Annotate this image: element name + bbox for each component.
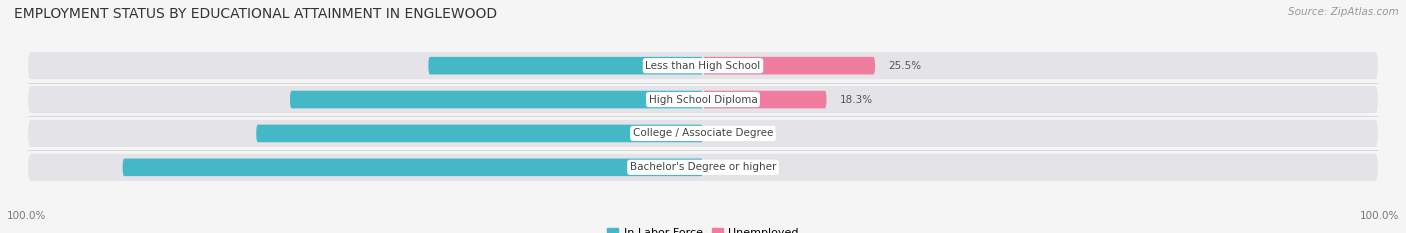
FancyBboxPatch shape — [28, 86, 1378, 113]
FancyBboxPatch shape — [290, 91, 703, 108]
FancyBboxPatch shape — [122, 158, 703, 176]
Text: College / Associate Degree: College / Associate Degree — [633, 128, 773, 138]
Text: EMPLOYMENT STATUS BY EDUCATIONAL ATTAINMENT IN ENGLEWOOD: EMPLOYMENT STATUS BY EDUCATIONAL ATTAINM… — [14, 7, 498, 21]
FancyBboxPatch shape — [703, 57, 875, 75]
FancyBboxPatch shape — [429, 57, 703, 75]
Text: 40.7%: 40.7% — [652, 61, 689, 71]
FancyBboxPatch shape — [703, 91, 827, 108]
Text: 0.0%: 0.0% — [717, 128, 742, 138]
FancyBboxPatch shape — [28, 52, 1378, 79]
FancyBboxPatch shape — [28, 154, 1378, 181]
FancyBboxPatch shape — [28, 120, 1378, 147]
Text: 66.2%: 66.2% — [654, 128, 689, 138]
Legend: In Labor Force, Unemployed: In Labor Force, Unemployed — [607, 228, 799, 233]
Text: Source: ZipAtlas.com: Source: ZipAtlas.com — [1288, 7, 1399, 17]
Text: Less than High School: Less than High School — [645, 61, 761, 71]
Text: 18.3%: 18.3% — [839, 95, 873, 105]
FancyBboxPatch shape — [256, 125, 703, 142]
Text: Bachelor's Degree or higher: Bachelor's Degree or higher — [630, 162, 776, 172]
Text: High School Diploma: High School Diploma — [648, 95, 758, 105]
Text: 0.0%: 0.0% — [717, 162, 742, 172]
Text: 61.2%: 61.2% — [654, 95, 689, 105]
Text: 25.5%: 25.5% — [889, 61, 922, 71]
Text: 100.0%: 100.0% — [7, 211, 46, 221]
Text: 100.0%: 100.0% — [1360, 211, 1399, 221]
Text: 86.0%: 86.0% — [654, 162, 689, 172]
